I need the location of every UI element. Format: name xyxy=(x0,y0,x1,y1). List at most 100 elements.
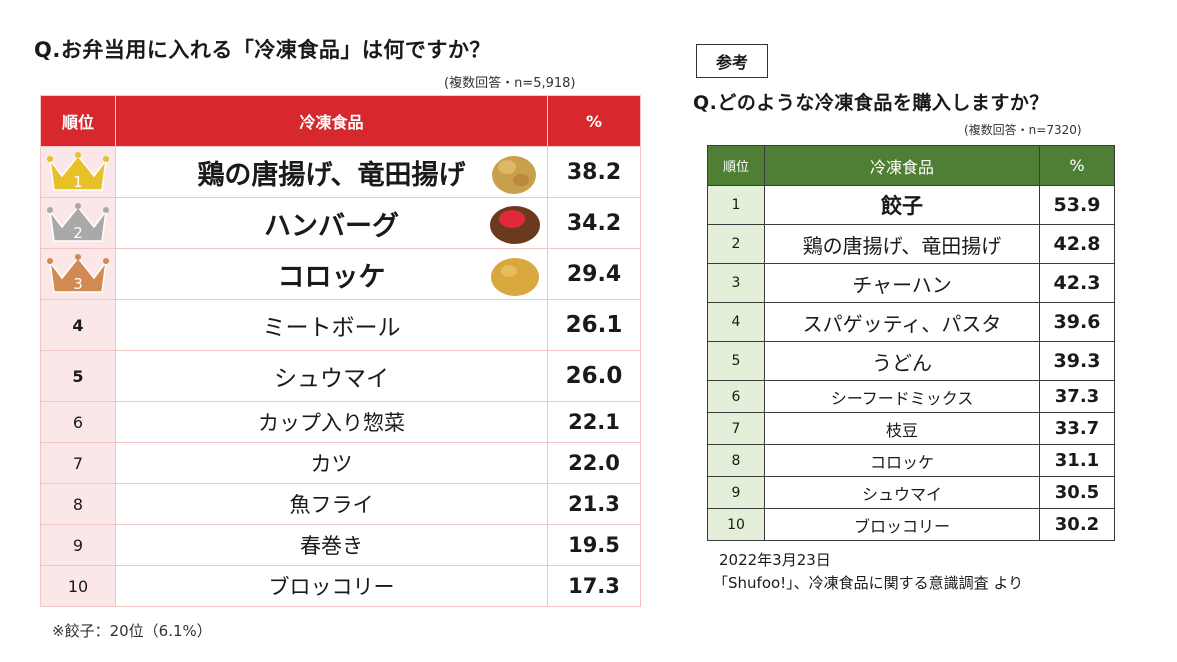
percent-cell: 42.8 xyxy=(1039,224,1115,264)
left-header-row: 順位 冷凍食品 % xyxy=(40,95,641,147)
item-name: カツ xyxy=(310,452,353,476)
crown-rank-number: 3 xyxy=(73,275,83,293)
percent-value: 33.7 xyxy=(1054,418,1100,439)
percent-cell: 30.2 xyxy=(1039,508,1115,541)
karaage-icon xyxy=(492,156,536,194)
percent-value: 53.9 xyxy=(1053,194,1101,216)
percent-value: 39.6 xyxy=(1053,311,1101,333)
item-cell: コロッケ xyxy=(115,248,548,300)
gyoza-footnote: ※餃子：20位（6.1%） xyxy=(52,622,212,640)
left-sample-note: (複数回答・n=5,918) xyxy=(444,76,576,91)
table-row: 2 鶏の唐揚げ、竜田揚げ 42.8 xyxy=(707,224,1115,264)
item-cell: ハンバーグ xyxy=(115,197,548,249)
item-name: チャーハン xyxy=(852,272,952,297)
right-header-row: 順位 冷凍食品 % xyxy=(707,145,1115,186)
rank-cell: 7 xyxy=(707,412,765,445)
percent-value: 26.0 xyxy=(565,363,623,389)
right-table-body: 1 餃子 53.9 2 鶏の唐揚げ、竜田揚げ 42.8 3 チャーハン 42.3 4 スパゲッティ、… xyxy=(707,185,1115,541)
item-name: 春巻き xyxy=(300,534,363,558)
reference-badge: 参考 xyxy=(696,44,768,78)
percent-cell: 22.1 xyxy=(547,401,641,443)
item-cell: 餃子 xyxy=(764,185,1040,225)
item-name: ブロッコリー xyxy=(268,575,395,599)
silver-crown-icon: 2 xyxy=(47,203,109,242)
percent-cell: 22.0 xyxy=(547,442,641,484)
table-row: 4 ミートボール 26.1 xyxy=(40,299,641,351)
bronze-crown-icon: 3 xyxy=(47,254,109,293)
percent-cell: 42.3 xyxy=(1039,263,1115,303)
right-header-rank: 順位 xyxy=(707,145,765,186)
percent-value: 38.2 xyxy=(566,159,622,185)
item-cell: カップ入り惣菜 xyxy=(115,401,548,443)
percent-value: 19.5 xyxy=(568,533,620,557)
rank-number: 8 xyxy=(731,452,741,469)
rank-number: 1 xyxy=(731,197,741,213)
item-name: シュウマイ xyxy=(861,484,942,504)
percent-cell: 38.2 xyxy=(547,146,641,198)
item-cell: 春巻き xyxy=(115,524,548,566)
percent-value: 42.3 xyxy=(1053,272,1101,294)
item-name: 魚フライ xyxy=(289,493,374,517)
table-row: 4 スパゲッティ、パスタ 39.6 xyxy=(707,302,1115,342)
percent-value: 42.8 xyxy=(1053,233,1101,255)
table-row: 9 シュウマイ 30.5 xyxy=(707,476,1115,509)
left-table-body: 1 鶏の唐揚げ、竜田揚げ 38.2 2 ハンバーグ 34.2 3 コロッケ 29.4 4 ミートボー… xyxy=(40,146,641,607)
item-name: 餃子 xyxy=(881,194,923,218)
rank-number: 9 xyxy=(72,535,84,555)
crown-rank-number: 2 xyxy=(73,224,83,242)
item-cell: スパゲッティ、パスタ xyxy=(764,302,1040,342)
left-header-item: 冷凍食品 xyxy=(115,95,548,147)
percent-value: 30.5 xyxy=(1054,482,1100,503)
item-name: ハンバーグ xyxy=(264,210,399,242)
item-cell: シュウマイ xyxy=(115,350,548,402)
percent-cell: 39.3 xyxy=(1039,341,1115,381)
item-cell: 鶏の唐揚げ、竜田揚げ xyxy=(115,146,548,198)
percent-value: 17.3 xyxy=(568,574,620,598)
rank-cell: 1 xyxy=(40,146,116,198)
crown-rank-number: 1 xyxy=(73,173,83,191)
item-name: 枝豆 xyxy=(885,420,918,440)
percent-cell: 33.7 xyxy=(1039,412,1115,445)
table-row: 1 餃子 53.9 xyxy=(707,185,1115,225)
percent-cell: 39.6 xyxy=(1039,302,1115,342)
table-row: 3 チャーハン 42.3 xyxy=(707,263,1115,303)
source-date: 2022年3月23日 xyxy=(719,551,831,569)
percent-value: 30.2 xyxy=(1054,514,1100,535)
rank-number: 8 xyxy=(72,494,84,514)
item-cell: ミートボール xyxy=(115,299,548,351)
percent-value: 37.3 xyxy=(1054,386,1100,407)
rank-cell: 1 xyxy=(707,185,765,225)
right-chart-title: Q.どのような冷凍食品を購入しますか？ xyxy=(693,92,1049,114)
rank-cell: 3 xyxy=(707,263,765,303)
percent-cell: 19.5 xyxy=(547,524,641,566)
percent-cell: 34.2 xyxy=(547,197,641,249)
gold-crown-icon: 1 xyxy=(47,152,109,191)
percent-cell: 21.3 xyxy=(547,483,641,525)
rank-number: 9 xyxy=(731,484,741,501)
percent-value: 26.1 xyxy=(565,312,623,338)
rank-cell: 2 xyxy=(40,197,116,249)
item-cell: コロッケ xyxy=(764,444,1040,477)
rank-number: 7 xyxy=(731,420,741,437)
table-row: 7 カツ 22.0 xyxy=(40,442,641,484)
percent-cell: 17.3 xyxy=(547,565,641,607)
hamburg-icon xyxy=(490,206,540,244)
item-cell: 魚フライ xyxy=(115,483,548,525)
item-name: 鶏の唐揚げ、竜田揚げ xyxy=(802,233,1002,258)
rank-cell: 8 xyxy=(707,444,765,477)
rank-cell: 10 xyxy=(40,565,116,607)
percent-value: 31.1 xyxy=(1054,450,1100,471)
percent-value: 21.3 xyxy=(568,492,620,516)
rank-cell: 5 xyxy=(707,341,765,381)
percent-value: 34.2 xyxy=(566,210,622,236)
item-cell: シュウマイ xyxy=(764,476,1040,509)
rank-cell: 2 xyxy=(707,224,765,264)
rank-number: 3 xyxy=(731,275,741,291)
item-name: シーフードミックス xyxy=(830,388,974,408)
table-row: 6 カップ入り惣菜 22.1 xyxy=(40,401,641,443)
percent-value: 22.1 xyxy=(568,410,620,434)
percent-cell: 37.3 xyxy=(1039,380,1115,413)
item-name: 鶏の唐揚げ、竜田揚げ xyxy=(197,159,466,191)
item-cell: チャーハン xyxy=(764,263,1040,303)
percent-cell: 30.5 xyxy=(1039,476,1115,509)
